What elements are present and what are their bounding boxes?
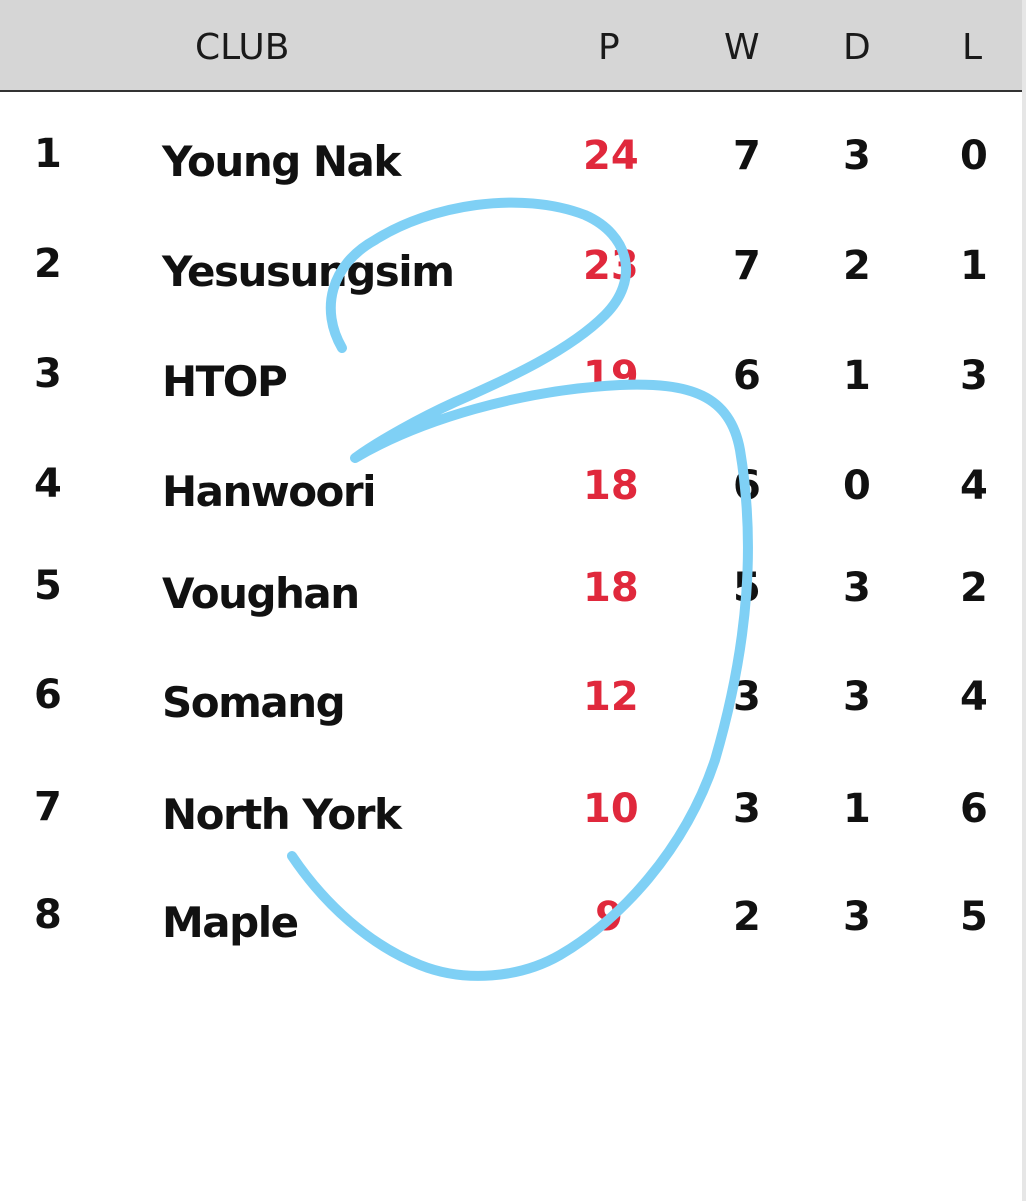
draws: 1 bbox=[843, 353, 871, 399]
club-name[interactable]: North York bbox=[162, 790, 402, 839]
rank: 1 bbox=[34, 131, 62, 177]
club-name[interactable]: Yesusungsim bbox=[162, 247, 455, 296]
draws: 2 bbox=[843, 243, 871, 289]
losses: 3 bbox=[960, 353, 988, 399]
draws: 3 bbox=[843, 674, 871, 720]
table-row[interactable]: 7 North York 10 3 1 6 bbox=[0, 785, 1026, 893]
standings-header: CLUB P W D L bbox=[0, 0, 1026, 92]
losses: 6 bbox=[960, 786, 988, 832]
table-row[interactable]: 6 Somang 12 3 3 4 bbox=[0, 673, 1026, 781]
points: 23 bbox=[583, 243, 639, 289]
points: 24 bbox=[583, 133, 639, 179]
rank: 8 bbox=[34, 892, 62, 938]
losses: 4 bbox=[960, 463, 988, 509]
rank: 6 bbox=[34, 672, 62, 718]
header-club[interactable]: CLUB bbox=[195, 27, 290, 68]
draws: 0 bbox=[843, 463, 871, 509]
wins: 5 bbox=[733, 565, 761, 611]
wins: 6 bbox=[733, 463, 761, 509]
losses: 4 bbox=[960, 674, 988, 720]
losses: 1 bbox=[960, 243, 988, 289]
wins: 7 bbox=[733, 133, 761, 179]
points: 9 bbox=[595, 894, 623, 940]
rank: 7 bbox=[34, 784, 62, 830]
losses: 0 bbox=[960, 133, 988, 179]
right-edge-shadow bbox=[1022, 0, 1026, 1201]
club-name[interactable]: HTOP bbox=[162, 357, 288, 406]
points: 18 bbox=[583, 463, 639, 509]
club-name[interactable]: Somang bbox=[162, 678, 346, 727]
wins: 7 bbox=[733, 243, 761, 289]
table-row[interactable]: 8 Maple 9 2 3 5 bbox=[0, 893, 1026, 1001]
header-wins[interactable]: W bbox=[724, 27, 760, 68]
points: 12 bbox=[583, 674, 639, 720]
rank: 3 bbox=[34, 351, 62, 397]
draws: 3 bbox=[843, 133, 871, 179]
table-row[interactable]: 4 Hanwoori 18 6 0 4 bbox=[0, 462, 1026, 570]
club-name[interactable]: Young Nak bbox=[162, 137, 401, 186]
draws: 3 bbox=[843, 565, 871, 611]
draws: 1 bbox=[843, 786, 871, 832]
points: 19 bbox=[583, 353, 639, 399]
table-row[interactable]: 5 Voughan 18 5 3 2 bbox=[0, 564, 1026, 672]
wins: 2 bbox=[733, 894, 761, 940]
points: 10 bbox=[583, 786, 639, 832]
wins: 6 bbox=[733, 353, 761, 399]
rank: 2 bbox=[34, 241, 62, 287]
rank: 4 bbox=[34, 461, 62, 507]
club-name[interactable]: Maple bbox=[162, 898, 299, 947]
draws: 3 bbox=[843, 894, 871, 940]
losses: 5 bbox=[960, 894, 988, 940]
header-draws[interactable]: D bbox=[843, 27, 871, 68]
header-losses[interactable]: L bbox=[962, 27, 983, 68]
wins: 3 bbox=[733, 674, 761, 720]
points: 18 bbox=[583, 565, 639, 611]
losses: 2 bbox=[960, 565, 988, 611]
club-name[interactable]: Voughan bbox=[162, 569, 360, 618]
club-name[interactable]: Hanwoori bbox=[162, 467, 377, 516]
table-row[interactable]: 3 HTOP 19 6 1 3 bbox=[0, 352, 1026, 460]
header-points[interactable]: P bbox=[598, 27, 620, 68]
rank: 5 bbox=[34, 563, 62, 609]
wins: 3 bbox=[733, 786, 761, 832]
table-row[interactable]: 2 Yesusungsim 23 7 2 1 bbox=[0, 242, 1026, 350]
table-row[interactable]: 1 Young Nak 24 7 3 0 bbox=[0, 132, 1026, 240]
